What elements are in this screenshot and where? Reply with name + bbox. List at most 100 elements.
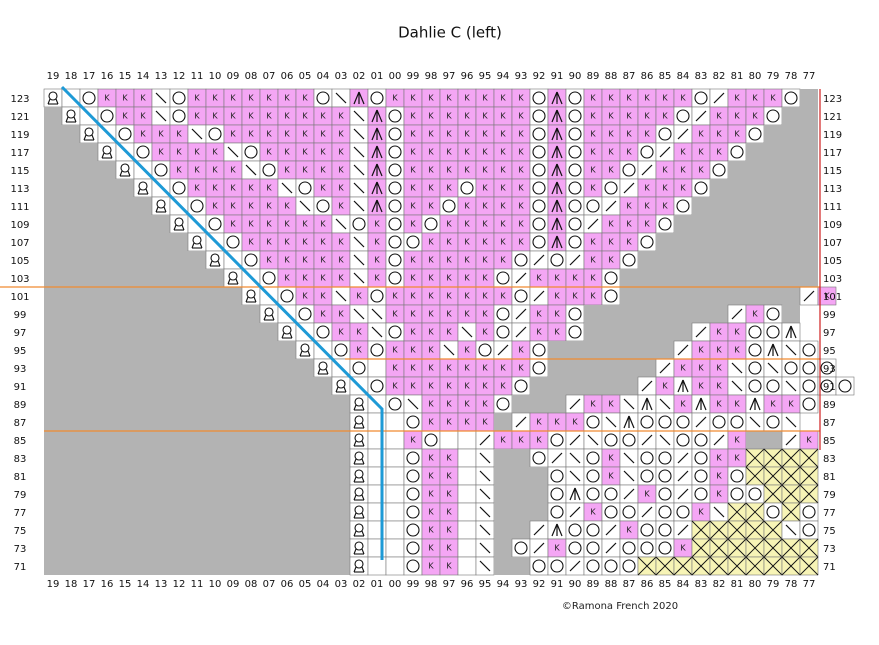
stitch-stroke bbox=[353, 566, 357, 573]
stitch-cell: K bbox=[457, 358, 477, 378]
knit-label: K bbox=[482, 400, 488, 409]
knit-label: K bbox=[428, 184, 434, 193]
knit-label: K bbox=[518, 166, 524, 175]
stitch-cell: K bbox=[727, 430, 747, 450]
twist-loop bbox=[354, 433, 364, 443]
yarn-over bbox=[568, 235, 582, 249]
column-label: 19 bbox=[47, 71, 60, 82]
yarn-over bbox=[694, 451, 708, 465]
cell-bg bbox=[170, 557, 188, 575]
knit-label: K bbox=[626, 148, 632, 157]
cell-bg bbox=[242, 539, 260, 557]
stitch-cell bbox=[512, 467, 530, 485]
stitch-cell bbox=[547, 124, 567, 144]
stitch-cell bbox=[800, 107, 818, 125]
stitch-stroke bbox=[763, 448, 783, 468]
stitch-cell bbox=[727, 556, 747, 576]
column-label: 13 bbox=[155, 579, 168, 590]
cell-bg bbox=[98, 557, 116, 575]
stitch-cell bbox=[98, 287, 116, 305]
stitch-cell: K bbox=[439, 466, 459, 486]
knit-label: K bbox=[374, 220, 380, 229]
knit-label: K bbox=[446, 508, 452, 517]
knit-label: K bbox=[266, 130, 272, 139]
stitch-cell bbox=[745, 520, 765, 540]
stitch-cell bbox=[62, 521, 80, 539]
cell-bg bbox=[638, 287, 656, 305]
stitch-cell bbox=[511, 412, 531, 432]
stitch-cell bbox=[98, 305, 116, 323]
cell-bg bbox=[494, 485, 512, 503]
stitch-cell bbox=[673, 502, 693, 522]
stitch-cell: K bbox=[655, 160, 675, 180]
stitch-cell bbox=[170, 323, 188, 341]
cell-bg bbox=[782, 161, 800, 179]
cell-bg bbox=[746, 161, 764, 179]
yarn-over bbox=[766, 379, 780, 393]
knit-label: K bbox=[518, 112, 524, 121]
stitch-cell bbox=[97, 142, 117, 162]
stitch-cell bbox=[62, 179, 80, 197]
cell-bg bbox=[242, 305, 260, 323]
cell-bg bbox=[188, 449, 206, 467]
stitch-cell bbox=[619, 556, 639, 576]
stitch-cell bbox=[763, 520, 783, 540]
stitch-cell: K bbox=[169, 142, 189, 162]
stitch-cell bbox=[529, 178, 549, 198]
stitch-cell bbox=[170, 539, 188, 557]
stitch-cell bbox=[746, 215, 764, 233]
stitch-cell bbox=[728, 269, 746, 287]
cell-bg bbox=[728, 251, 746, 269]
stitch-cell bbox=[313, 358, 333, 378]
stitch-cell bbox=[710, 269, 728, 287]
twist-loop bbox=[156, 199, 166, 209]
cell-bg bbox=[116, 467, 134, 485]
stitch-cell bbox=[152, 503, 170, 521]
knit-label: K bbox=[140, 112, 146, 121]
stitch-cell bbox=[529, 556, 549, 576]
stitch-cell bbox=[98, 521, 116, 539]
cell-bg bbox=[260, 323, 278, 341]
stitch-cell: K bbox=[529, 412, 549, 432]
stitch-cell bbox=[116, 557, 134, 575]
knit-label: K bbox=[554, 418, 560, 427]
stitch-cell: K bbox=[439, 268, 459, 288]
cell-bg bbox=[134, 359, 152, 377]
stitch-cell bbox=[98, 251, 116, 269]
stitch-cell bbox=[349, 466, 369, 486]
stitch-cell: K bbox=[439, 178, 459, 198]
stitch-cell bbox=[169, 88, 189, 108]
knit-label: K bbox=[464, 112, 470, 121]
stitch-cell bbox=[637, 556, 657, 576]
cell-bg bbox=[692, 287, 710, 305]
cell-bg bbox=[206, 521, 224, 539]
stitch-cell bbox=[674, 323, 692, 341]
stitch-stroke bbox=[731, 308, 743, 320]
stitch-cell bbox=[727, 520, 747, 540]
knit-label: K bbox=[428, 400, 434, 409]
stitch-cell: K bbox=[475, 394, 495, 414]
stitch-cell bbox=[782, 125, 800, 143]
knit-label: K bbox=[734, 454, 740, 463]
stitch-cell bbox=[296, 395, 314, 413]
cell-bg bbox=[116, 179, 134, 197]
stitch-cell bbox=[241, 286, 261, 306]
stitch-cell bbox=[314, 377, 332, 395]
stitch-cell bbox=[206, 413, 224, 431]
cell-bg bbox=[800, 269, 818, 287]
stitch-stroke bbox=[569, 254, 581, 266]
yarn-over bbox=[550, 433, 564, 447]
stitch-cell: K bbox=[205, 178, 225, 198]
cell-bg bbox=[260, 449, 278, 467]
stitch-cell bbox=[44, 197, 62, 215]
knit-label: K bbox=[482, 310, 488, 319]
knit-label: K bbox=[428, 130, 434, 139]
stitch-stroke bbox=[155, 92, 167, 104]
cell-bg bbox=[62, 359, 80, 377]
twist-loop bbox=[264, 307, 274, 317]
stitch-cell bbox=[151, 88, 171, 108]
credit: ©Ramona French 2020 bbox=[562, 601, 678, 612]
cell-bg bbox=[332, 431, 350, 449]
yarn-over bbox=[748, 325, 762, 339]
knit-label: K bbox=[518, 202, 524, 211]
